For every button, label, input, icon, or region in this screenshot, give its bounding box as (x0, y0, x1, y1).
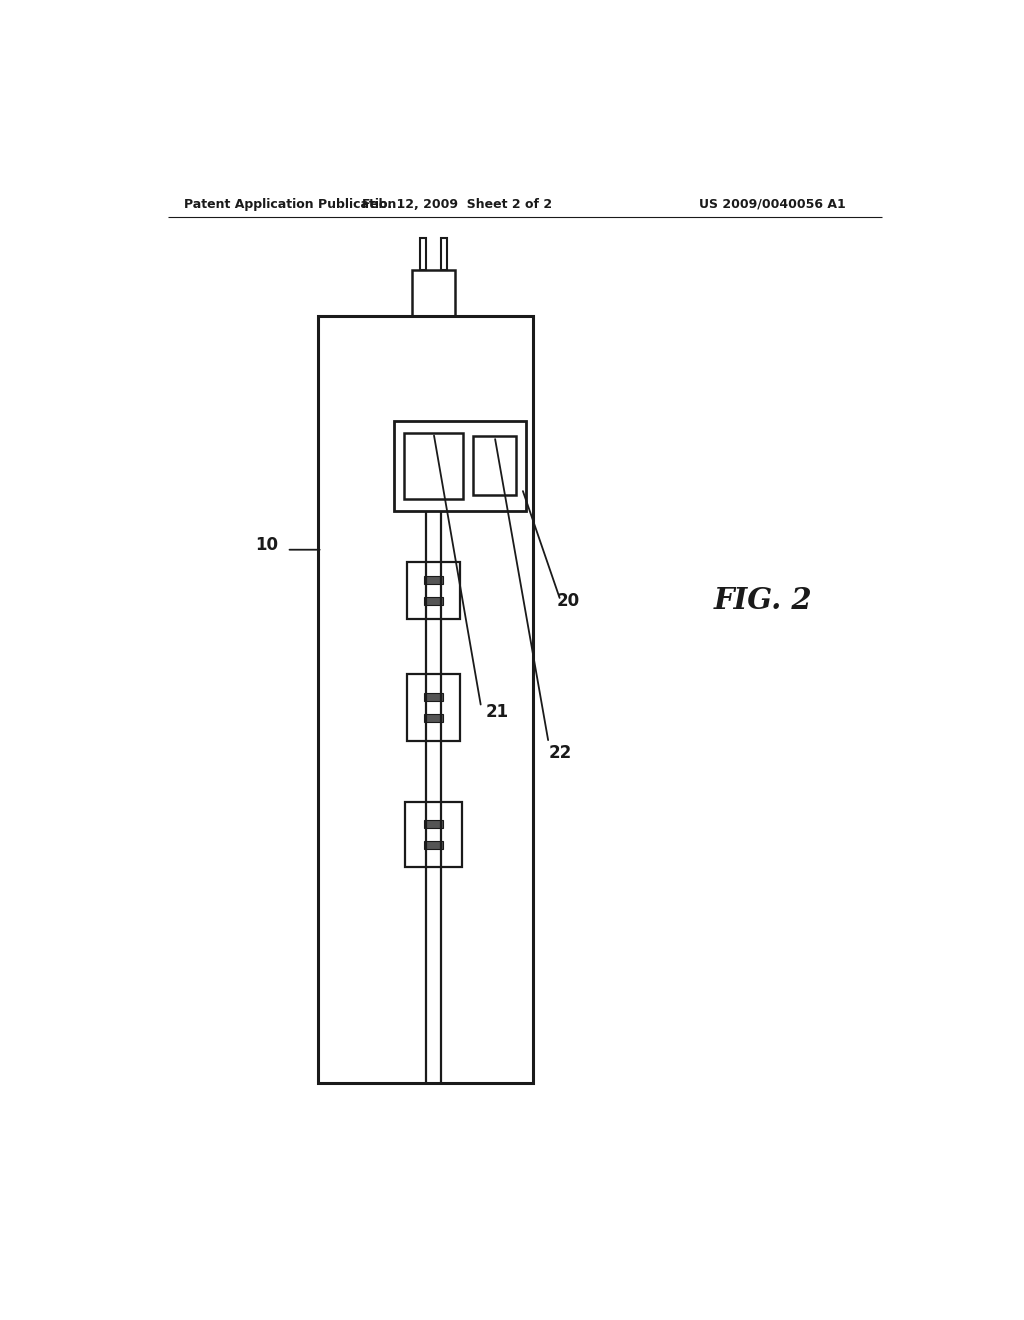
FancyBboxPatch shape (408, 562, 460, 619)
Text: FIG. 2: FIG. 2 (714, 586, 812, 615)
Text: 10: 10 (255, 536, 279, 553)
Text: 22: 22 (549, 744, 572, 762)
Text: US 2009/0040056 A1: US 2009/0040056 A1 (699, 198, 846, 211)
FancyBboxPatch shape (424, 576, 443, 583)
FancyBboxPatch shape (424, 693, 443, 701)
FancyBboxPatch shape (424, 714, 443, 722)
FancyBboxPatch shape (473, 437, 516, 495)
FancyBboxPatch shape (420, 238, 426, 271)
Text: 20: 20 (557, 591, 580, 610)
FancyBboxPatch shape (408, 673, 460, 741)
FancyBboxPatch shape (440, 238, 447, 271)
FancyBboxPatch shape (406, 801, 462, 867)
FancyBboxPatch shape (424, 820, 443, 828)
Text: 21: 21 (485, 704, 509, 721)
Text: Patent Application Publication: Patent Application Publication (183, 198, 396, 211)
FancyBboxPatch shape (403, 433, 463, 499)
FancyBboxPatch shape (412, 271, 456, 315)
Text: Feb. 12, 2009  Sheet 2 of 2: Feb. 12, 2009 Sheet 2 of 2 (362, 198, 552, 211)
FancyBboxPatch shape (318, 315, 532, 1084)
FancyBboxPatch shape (424, 597, 443, 605)
FancyBboxPatch shape (394, 421, 526, 511)
FancyBboxPatch shape (424, 841, 443, 849)
